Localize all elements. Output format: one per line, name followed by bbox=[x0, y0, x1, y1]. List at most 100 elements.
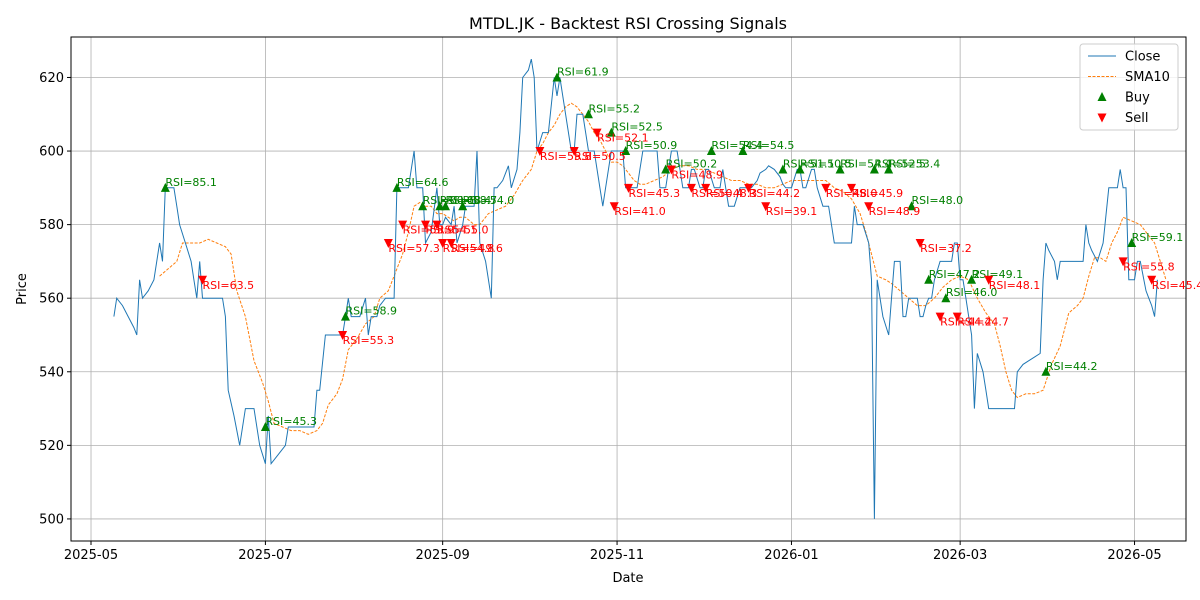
sell-label: RSI=45.3 bbox=[629, 187, 681, 200]
buy-marker bbox=[392, 182, 402, 192]
buy-label: RSI=54.0 bbox=[463, 194, 515, 207]
buy-label: RSI=54.4 bbox=[840, 157, 892, 170]
sell-label: RSI=39.1 bbox=[766, 205, 818, 218]
x-tick-label: 2025-11 bbox=[590, 548, 644, 563]
x-tick-label: 2026-05 bbox=[1107, 548, 1161, 563]
buy-marker bbox=[869, 164, 879, 174]
sell-marker bbox=[952, 312, 962, 322]
buy-label: RSI=45.3 bbox=[265, 415, 317, 428]
buy-marker bbox=[795, 164, 805, 174]
buy-marker bbox=[441, 201, 451, 211]
sell-label: RSI=50.5 bbox=[574, 150, 626, 163]
buy-marker bbox=[435, 201, 445, 211]
legend-box bbox=[1079, 43, 1179, 131]
legend-label: Buy bbox=[1125, 91, 1150, 106]
x-tick-label: 2025-07 bbox=[238, 548, 292, 563]
sell-label: RSI=55.0 bbox=[437, 224, 489, 237]
buy-label: RSI=51.1 bbox=[783, 157, 835, 170]
sell-marker bbox=[864, 202, 874, 212]
y-tick-label: 520 bbox=[39, 439, 64, 454]
x-tick-label: 2026-03 bbox=[933, 548, 987, 563]
legend-item-buy: Buy bbox=[1097, 91, 1150, 106]
chart-title: MTDL.JK - Backtest RSI Crossing Signals bbox=[469, 14, 787, 33]
plot-frame bbox=[70, 36, 1187, 542]
sell-marker bbox=[198, 275, 208, 285]
buy-marker bbox=[661, 164, 671, 174]
sell-marker bbox=[686, 183, 696, 193]
buy-marker bbox=[835, 164, 845, 174]
sell-signals: RSI=63.5 RSI=55.3 RSI=57.3 RSI=55.9RSI=54.1… bbox=[198, 128, 1200, 347]
buy-label: RSI=64.6 bbox=[397, 176, 449, 189]
buy-signals: RSI=85.1RSI=45.3RSI=58.9RSI=64.6RSI=60.1… bbox=[160, 65, 1183, 431]
sell-label: RSI=50.4 bbox=[691, 187, 743, 200]
sell-marker bbox=[935, 312, 945, 322]
sell-marker bbox=[701, 183, 711, 193]
y-tick-label: 600 bbox=[39, 145, 64, 160]
sell-label: RSI=54.8 bbox=[443, 242, 495, 255]
buy-marker bbox=[907, 201, 917, 211]
sell-label: RSI=55.8 bbox=[1123, 260, 1175, 273]
legend-label: Sell bbox=[1125, 111, 1148, 126]
y-tick-label: 620 bbox=[39, 71, 64, 86]
close-layer bbox=[113, 58, 1158, 519]
buy-marker bbox=[458, 201, 468, 211]
sell-label: RSI=48.9 bbox=[671, 168, 723, 181]
y-tick-label: 580 bbox=[39, 218, 64, 233]
sell-label: RSI=37.2 bbox=[920, 242, 972, 255]
buy-label: RSI=46.0 bbox=[946, 286, 998, 299]
buy-label: RSI=49.1 bbox=[972, 268, 1024, 281]
sell-marker bbox=[821, 183, 831, 193]
sell-marker bbox=[761, 202, 771, 212]
sell-marker bbox=[338, 330, 348, 340]
grid-layer bbox=[71, 37, 1186, 541]
sell-label: RSI=55.3 bbox=[343, 334, 395, 347]
tick-layer: 2025-05 2025-07 2025-09 2025-11 2026-01 2026-… bbox=[39, 71, 1162, 563]
x-axis-title: Date bbox=[612, 571, 643, 586]
sell-marker bbox=[666, 165, 676, 175]
x-tick-label: 2025-09 bbox=[416, 548, 470, 563]
buy-label: RSI=85.1 bbox=[165, 176, 217, 189]
buy-marker bbox=[160, 182, 170, 192]
sell-label: RSI=48.1 bbox=[989, 279, 1041, 292]
y-axis-title: Price bbox=[15, 273, 30, 305]
sell-marker bbox=[984, 275, 994, 285]
buy-marker bbox=[340, 311, 350, 321]
buy-label: RSI=48.0 bbox=[912, 194, 964, 207]
sell-marker bbox=[432, 220, 442, 230]
y-tick-label: 500 bbox=[39, 512, 64, 527]
sell-label: RSI=52.1 bbox=[597, 132, 649, 145]
x-tick-label: 2025-05 bbox=[64, 548, 118, 563]
buy-marker bbox=[884, 164, 894, 174]
sell-marker bbox=[421, 220, 431, 230]
sma-layer bbox=[159, 102, 1167, 435]
sell-marker bbox=[915, 239, 925, 249]
legend-label: SMA10 bbox=[1125, 70, 1170, 85]
sell-label: RSI=57.3 bbox=[388, 242, 440, 255]
buy-label: RSI=61.9 bbox=[557, 65, 609, 78]
buy-marker bbox=[621, 146, 631, 156]
buy-marker bbox=[967, 274, 977, 284]
y-tick-label: 540 bbox=[39, 365, 64, 380]
sell-label: RSI=44.2 bbox=[749, 187, 801, 200]
buy-marker bbox=[606, 127, 616, 137]
buy-label: RSI=52.5 bbox=[874, 157, 926, 170]
sell-marker bbox=[1118, 257, 1128, 267]
sell-label: RSI=49.6 bbox=[451, 242, 503, 255]
sell-label: RSI=48.0 bbox=[826, 187, 878, 200]
legend-item-sma: SMA10 bbox=[1088, 70, 1170, 85]
sell-marker bbox=[569, 147, 579, 157]
sell-marker bbox=[592, 128, 602, 138]
legend-item-close: Close bbox=[1088, 50, 1160, 65]
legend: Close SMA10 Buy Sell bbox=[1079, 43, 1179, 131]
buy-marker bbox=[418, 201, 428, 211]
sell-label: RSI=44.7 bbox=[957, 316, 1009, 329]
buy-marker bbox=[924, 274, 934, 284]
sell-marker bbox=[1147, 275, 1157, 285]
buy-marker bbox=[706, 146, 716, 156]
buy-label: RSI=47.2 bbox=[929, 268, 981, 281]
sell-label: RSI=45.4 bbox=[1152, 279, 1200, 292]
y-tick-label: 560 bbox=[39, 292, 64, 307]
sell-marker bbox=[744, 183, 754, 193]
